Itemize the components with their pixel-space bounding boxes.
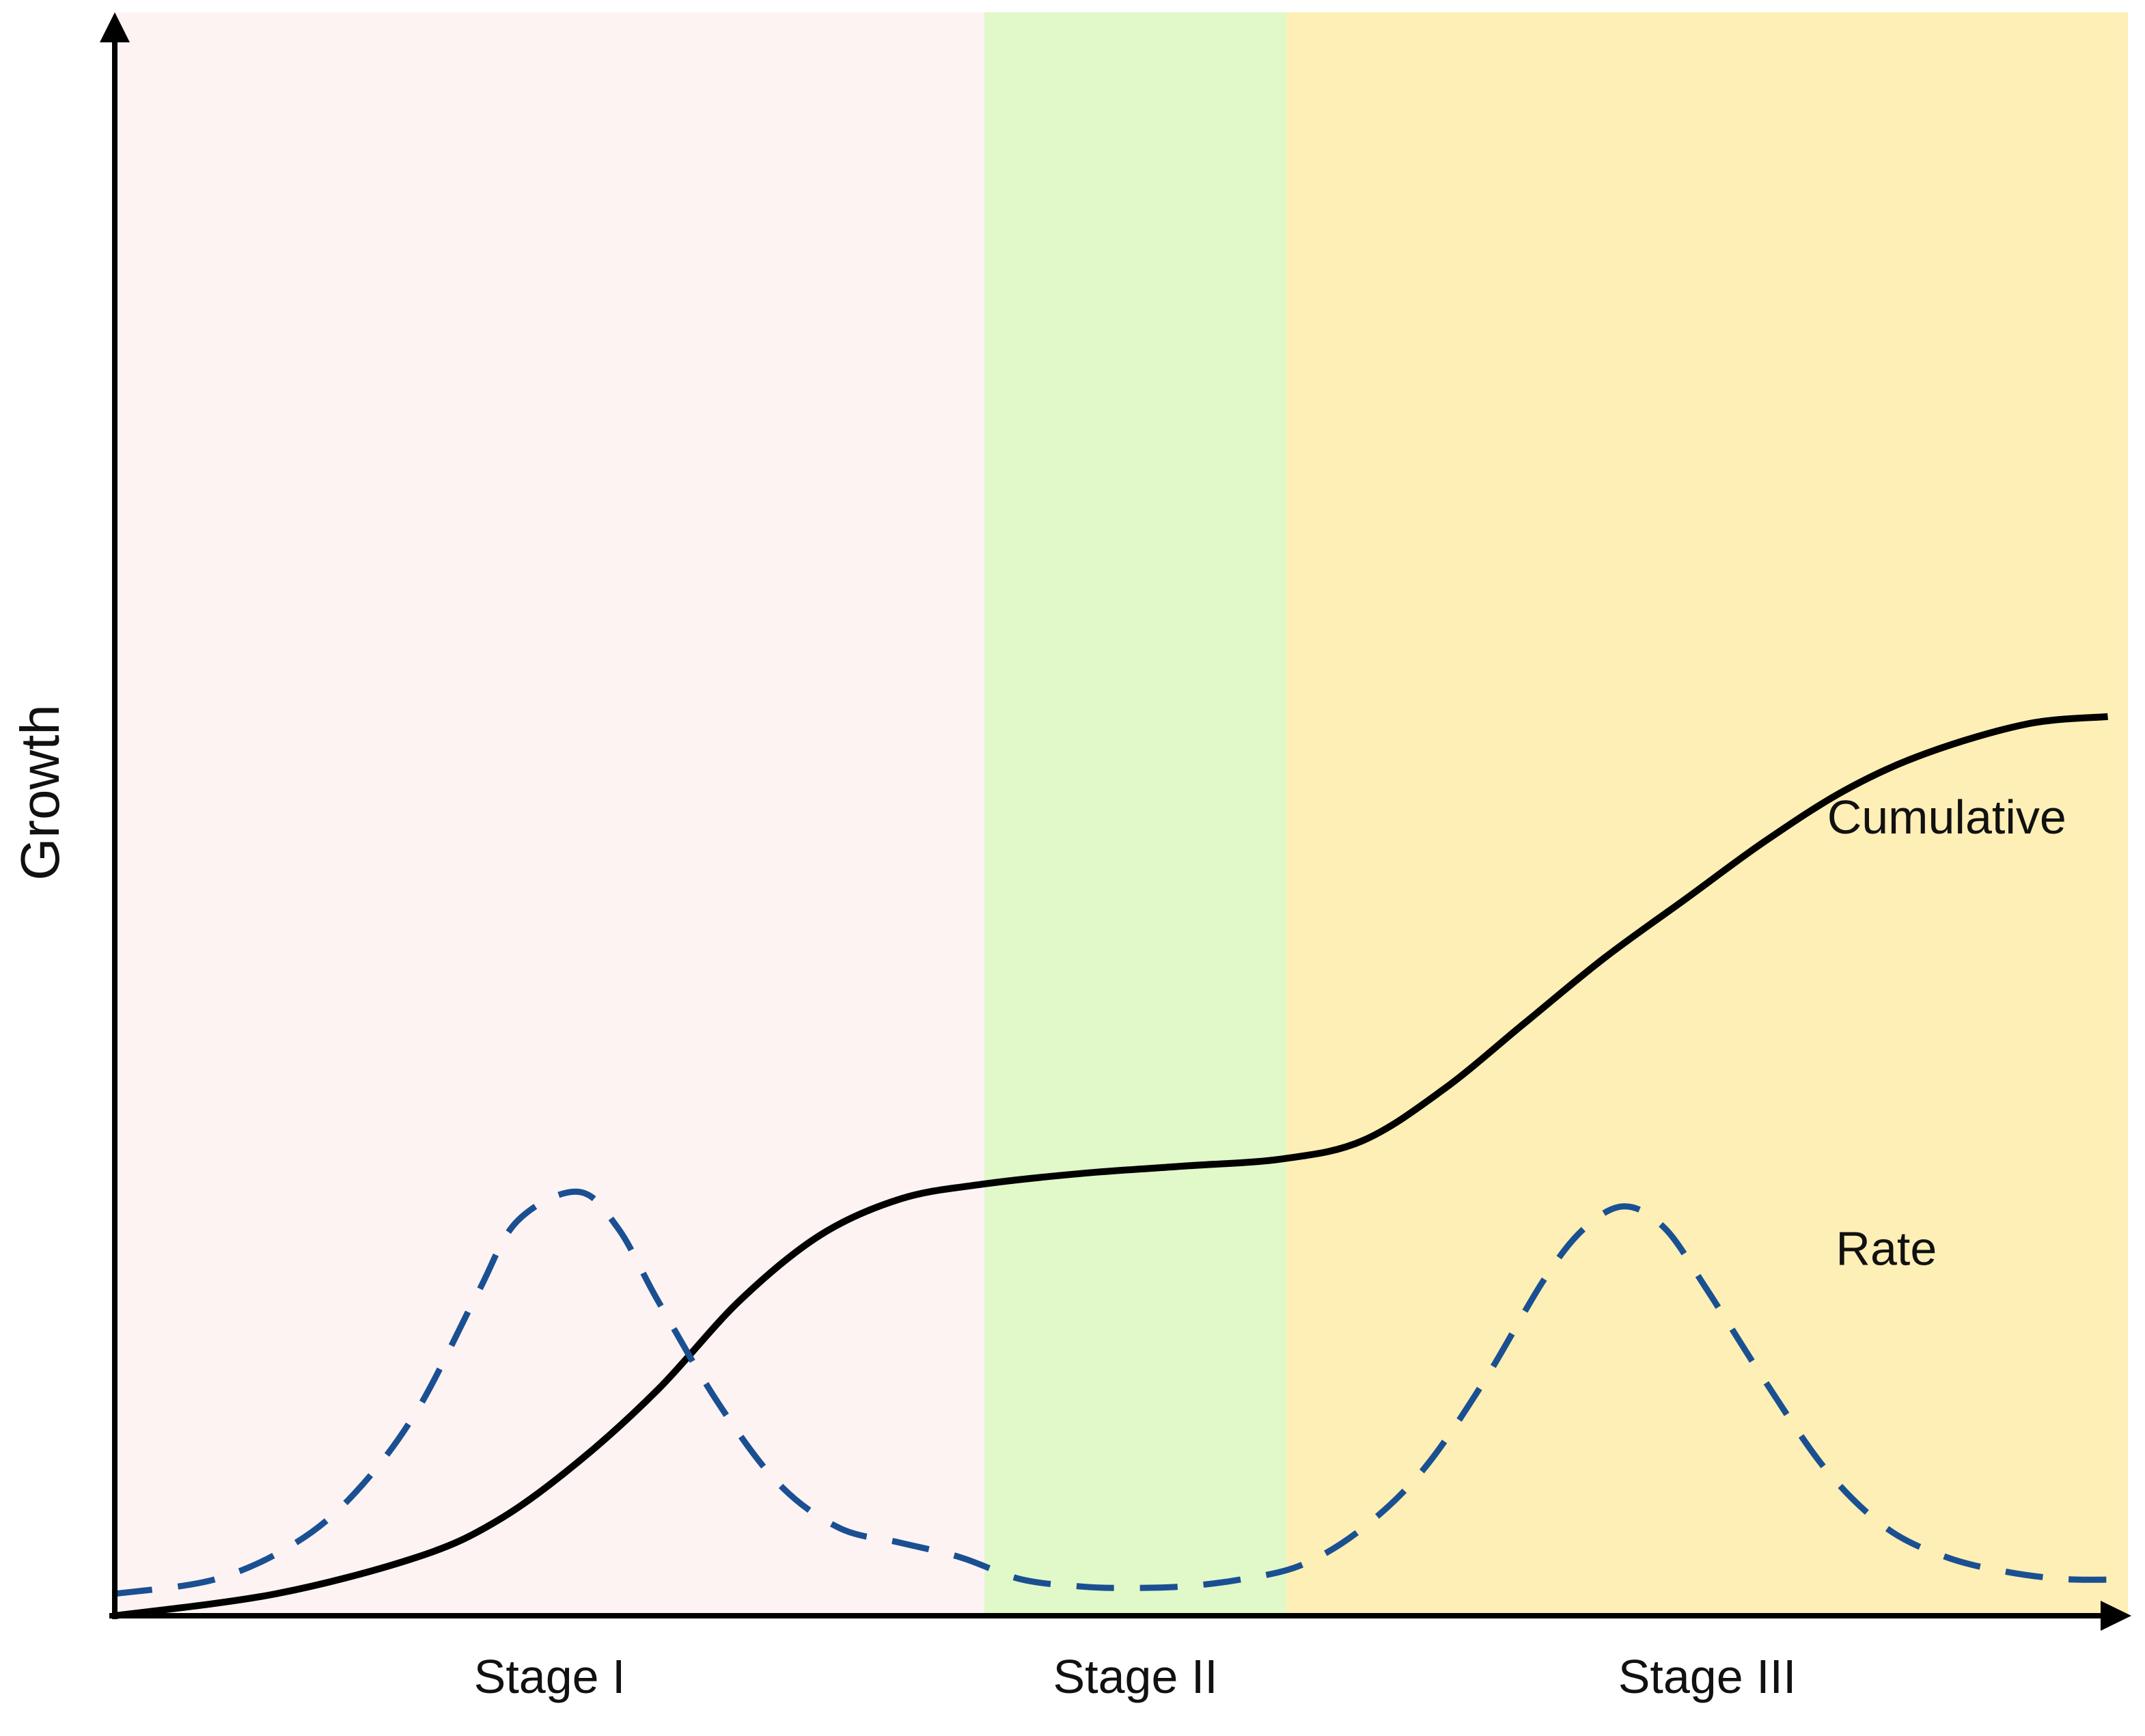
stage-band-3 [1286,12,2128,1616]
stage-label-2: Stage II [1053,1650,1217,1703]
series-label-cumulative: Cumulative [1827,790,2066,844]
series-label-rate: Rate [1836,1222,1937,1275]
x-axis-arrow [2101,1601,2131,1631]
stage-band-1 [115,12,985,1616]
y-axis-arrow [100,12,130,42]
axes [100,12,2131,1631]
labels-layer: Stage I Stage II Stage III Cumulative Rate [474,790,2066,1703]
y-axis-title: Growth [10,704,70,881]
stage-label-1: Stage I [474,1650,626,1703]
series-layer [114,713,2129,1619]
series-line-cumulative [114,713,2108,1619]
series-line-rate [114,1188,2129,1597]
stage-label-3: Stage III [1618,1650,1797,1703]
stage-bands [115,12,2128,1616]
stage-band-2 [984,12,1287,1616]
